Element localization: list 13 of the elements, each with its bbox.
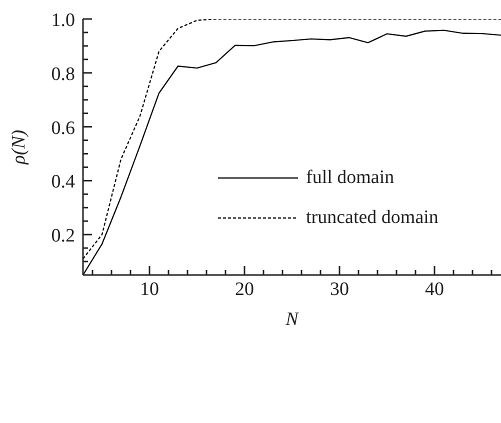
y-tick-label: 1.0 (51, 10, 75, 31)
y-axis-title: ρ(N) (8, 130, 30, 166)
x-tick-label: 10 (140, 279, 159, 300)
x-tick-label: 30 (330, 279, 349, 300)
x-tick-label: 40 (425, 279, 444, 300)
y-tick-label: 0.4 (51, 172, 76, 193)
x-axis-title: N (284, 309, 300, 330)
legend-label: truncated domain (306, 207, 438, 229)
y-tick-label: 0.8 (51, 64, 75, 85)
x-tick-label: 20 (235, 279, 254, 300)
y-tick-label: 0.6 (51, 118, 75, 139)
y-tick-label: 0.2 (51, 226, 75, 247)
legend-label: full domain (306, 167, 394, 189)
